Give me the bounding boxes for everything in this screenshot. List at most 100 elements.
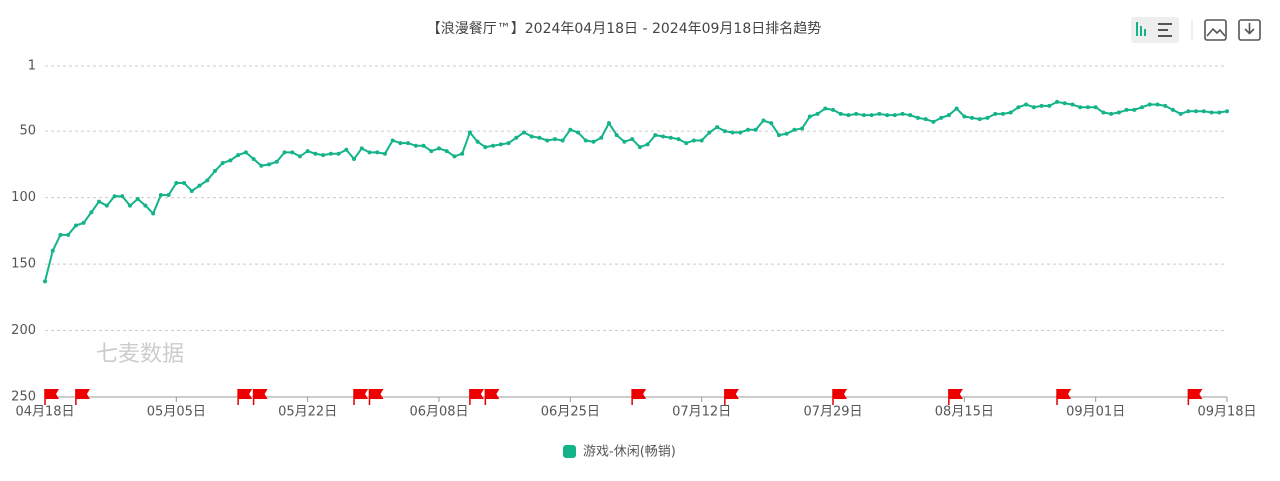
y-tick-label: 200	[11, 323, 36, 338]
point	[908, 113, 913, 118]
flag-cloth	[45, 389, 59, 399]
point	[892, 113, 897, 118]
point	[475, 139, 480, 144]
point	[962, 114, 967, 119]
point	[483, 145, 488, 150]
legend: 游戏-休闲(畅销)	[563, 445, 676, 460]
point	[846, 113, 851, 118]
download-icon[interactable]	[1238, 19, 1261, 41]
x-tick-label: 06月08日	[409, 405, 468, 420]
watermark: 七麦数据	[96, 342, 184, 367]
point	[1155, 102, 1160, 107]
point	[352, 157, 357, 162]
point	[977, 117, 982, 122]
point	[1116, 110, 1121, 115]
point	[792, 127, 797, 132]
point	[722, 129, 727, 134]
point	[869, 113, 874, 118]
point	[236, 153, 241, 158]
point	[267, 162, 272, 167]
flag	[1056, 389, 1072, 405]
point	[321, 153, 326, 158]
point	[1031, 105, 1036, 110]
point	[1170, 107, 1175, 112]
point	[807, 114, 812, 119]
flag-cloth	[75, 389, 90, 399]
point	[1209, 110, 1214, 115]
point	[382, 151, 387, 156]
point	[630, 137, 635, 142]
point	[614, 133, 619, 138]
flag-cloth	[238, 389, 253, 399]
point	[954, 106, 959, 111]
point	[661, 134, 666, 139]
point	[521, 130, 526, 135]
point	[985, 115, 990, 120]
point	[437, 146, 441, 151]
point	[251, 157, 256, 162]
flag	[1187, 389, 1203, 405]
point	[197, 183, 202, 188]
flag-cloth	[948, 389, 963, 399]
flag-cloth	[833, 389, 847, 399]
point	[127, 203, 132, 208]
x-tick-label: 05月22日	[278, 405, 337, 420]
flag-cloth	[632, 389, 647, 399]
point	[800, 126, 805, 131]
point	[1201, 109, 1206, 114]
point	[228, 158, 233, 163]
point	[915, 115, 920, 120]
point	[1008, 110, 1013, 115]
point	[730, 130, 735, 135]
point	[1194, 109, 1199, 114]
bar-icon[interactable]	[1136, 22, 1146, 36]
point	[637, 145, 642, 150]
x-tick-label: 04月18日	[15, 405, 74, 420]
point	[66, 232, 71, 237]
point	[1055, 99, 1060, 104]
toolbar	[1131, 17, 1261, 43]
point	[189, 188, 194, 193]
x-tick-label: 07月29日	[803, 405, 862, 420]
view-toggle[interactable]	[1131, 17, 1179, 43]
point	[104, 203, 109, 208]
point	[166, 192, 171, 197]
point	[707, 130, 712, 135]
flag	[469, 389, 484, 405]
point	[1101, 110, 1106, 115]
list-icon[interactable]	[1158, 23, 1172, 37]
point	[328, 151, 333, 156]
point	[151, 211, 156, 216]
y-tick-label: 50	[19, 124, 36, 139]
point	[529, 134, 534, 139]
point	[460, 151, 465, 156]
point	[1085, 105, 1090, 110]
x-tick-label: 06月25日	[541, 405, 600, 420]
point	[1163, 103, 1168, 108]
flag	[724, 389, 739, 405]
point	[583, 138, 588, 143]
point	[606, 121, 611, 126]
point	[1062, 101, 1067, 106]
point	[390, 138, 395, 143]
point	[1225, 109, 1229, 114]
point	[112, 194, 117, 199]
point	[815, 111, 820, 116]
point	[838, 111, 843, 116]
flag	[75, 389, 90, 405]
chart-title: 【浪漫餐厅™】2024年04月18日 - 2024年09月18日排名趋势	[427, 21, 821, 37]
point	[97, 199, 102, 204]
flag-cloth	[1057, 389, 1072, 399]
point	[931, 119, 936, 124]
x-tick-label: 07月12日	[672, 405, 731, 420]
point	[305, 149, 310, 154]
point	[205, 178, 210, 183]
y-tick-label: 150	[11, 257, 36, 272]
point	[398, 141, 403, 146]
point	[498, 142, 503, 147]
point	[1047, 103, 1052, 108]
point	[73, 223, 78, 228]
flag-cloth	[724, 389, 739, 399]
legend-label: 游戏-休闲(畅销)	[583, 445, 676, 460]
image-icon[interactable]	[1204, 19, 1227, 41]
